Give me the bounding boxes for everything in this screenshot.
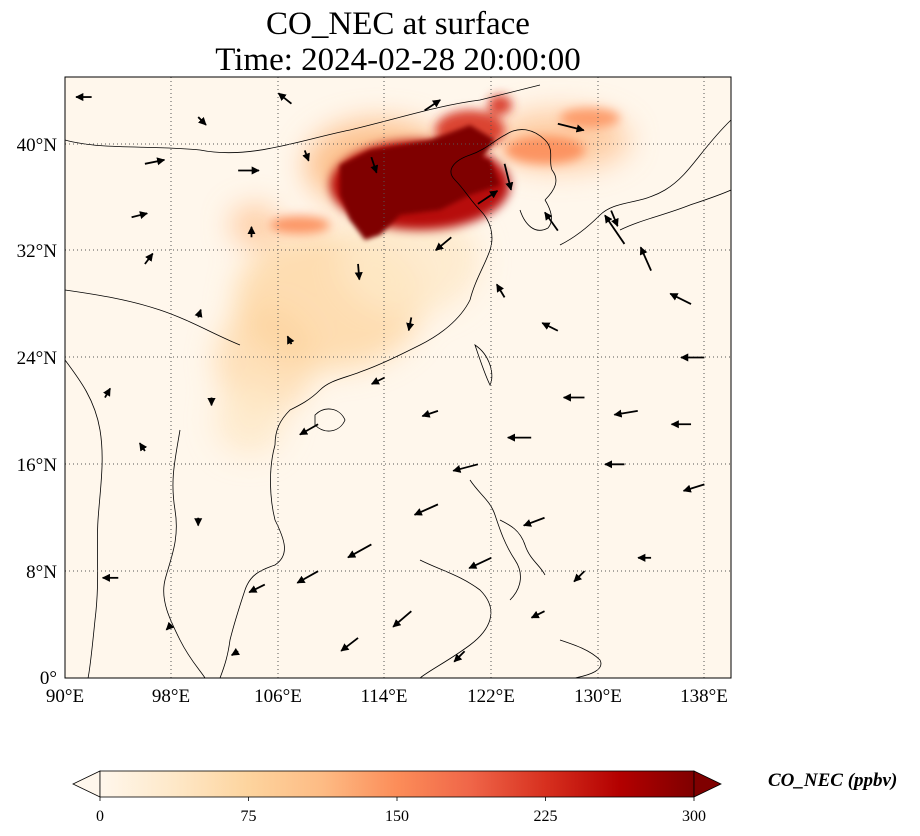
colorbar-extend-max xyxy=(693,770,722,798)
wind-arrow xyxy=(296,570,319,584)
wind-arrow xyxy=(354,263,363,281)
wind-arrow xyxy=(557,122,585,133)
wind-arrow xyxy=(421,409,439,418)
colorbar-tick-label: 225 xyxy=(534,808,558,825)
map-plot-area xyxy=(65,77,731,678)
hainan-coast-line xyxy=(314,408,346,432)
colorbar-title: CO_NEC (ppbv) xyxy=(768,770,898,791)
wind-arrow xyxy=(299,423,319,436)
wind-arrow xyxy=(573,570,586,583)
wind-arrow xyxy=(435,236,452,251)
wind-arrow xyxy=(682,483,705,493)
wind-arrow xyxy=(392,610,412,628)
wind-arrow xyxy=(370,376,386,385)
lat-tick-label: 24°N xyxy=(17,348,58,369)
lon-tick-label: 98°E xyxy=(152,686,190,707)
lat-tick-label: 0° xyxy=(40,668,57,689)
wind-arrow xyxy=(604,214,626,245)
map-title: CO_NEC at surface xyxy=(266,6,530,42)
colorbar-tick-label: 300 xyxy=(682,808,706,825)
colorbar: 0 75 150 225 300 xyxy=(72,770,722,825)
concentration-field xyxy=(215,95,630,455)
lat-tick-label: 32°N xyxy=(17,241,58,262)
wind-arrow xyxy=(286,335,295,345)
wind-arrow xyxy=(144,157,166,166)
wind-arrow xyxy=(452,463,479,473)
wind-arrow xyxy=(138,442,148,452)
lon-tick-label: 90°E xyxy=(46,686,84,707)
wind-arrow xyxy=(406,317,415,332)
wind-arrow xyxy=(544,211,559,232)
wind-arrow xyxy=(194,308,203,318)
wind-arrow xyxy=(302,150,310,162)
lon-tick-label: 130°E xyxy=(574,686,622,707)
wind-arrow xyxy=(340,637,359,652)
wind-arrow xyxy=(103,387,111,398)
wind-arrow xyxy=(613,409,638,418)
colorbar-extend-min xyxy=(72,770,101,798)
wind-arrow xyxy=(131,211,148,220)
wind-arrow xyxy=(453,650,466,663)
wind-arrow xyxy=(468,556,492,570)
lon-tick-label: 122°E xyxy=(467,686,515,707)
wind-arrow xyxy=(495,283,506,298)
colorbar-tick-label: 0 xyxy=(96,808,104,825)
wind-arrow xyxy=(503,163,514,191)
wind-arrow xyxy=(144,252,154,265)
wind-arrow xyxy=(669,292,692,305)
wind-arrow xyxy=(165,621,175,631)
colorbar-tick-label: 150 xyxy=(385,808,409,825)
colorbar-tick-label: 75 xyxy=(241,808,257,825)
wind-arrow xyxy=(610,210,619,227)
philippines-coast-line xyxy=(469,479,521,601)
borneo-coast-line xyxy=(419,559,492,678)
map-subtitle-time: Time: 2024-02-28 20:00:00 xyxy=(215,42,581,78)
korea-coast-line xyxy=(519,199,552,231)
wind-arrow xyxy=(347,543,372,559)
wind-arrow xyxy=(230,647,240,656)
wind-arrow xyxy=(477,190,499,205)
japan-coast-line xyxy=(559,119,731,246)
wind-arrow xyxy=(424,99,441,112)
longitude-ticks: 90°E 98°E 106°E 114°E 122°E 130°E 138°E xyxy=(46,686,728,707)
wind-arrow xyxy=(248,583,266,594)
lat-tick-label: 16°N xyxy=(17,455,58,476)
lon-tick-label: 106°E xyxy=(254,686,302,707)
wind-arrow xyxy=(197,116,207,126)
lat-tick-label: 8°N xyxy=(26,562,57,583)
wind-arrow xyxy=(413,503,439,516)
wind-vectors xyxy=(75,92,705,663)
wind-arrow xyxy=(541,322,559,332)
taiwan-coast-line xyxy=(474,344,493,386)
coastlines xyxy=(65,84,731,678)
lat-tick-label: 40°N xyxy=(17,135,58,156)
wind-arrow xyxy=(530,610,545,619)
china-coast-line xyxy=(274,129,557,446)
wind-arrow xyxy=(370,156,379,174)
latitude-ticks: 0° 8°N 16°N 24°N 32°N 40°N xyxy=(17,135,58,689)
lon-tick-label: 114°E xyxy=(361,686,408,707)
wind-arrow xyxy=(522,516,545,527)
map-frame xyxy=(64,76,732,679)
lon-tick-label: 138°E xyxy=(680,686,728,707)
wind-arrow xyxy=(639,246,652,272)
colorbar-bar xyxy=(99,770,695,798)
gridlines xyxy=(65,77,731,678)
wind-arrow xyxy=(277,92,293,105)
